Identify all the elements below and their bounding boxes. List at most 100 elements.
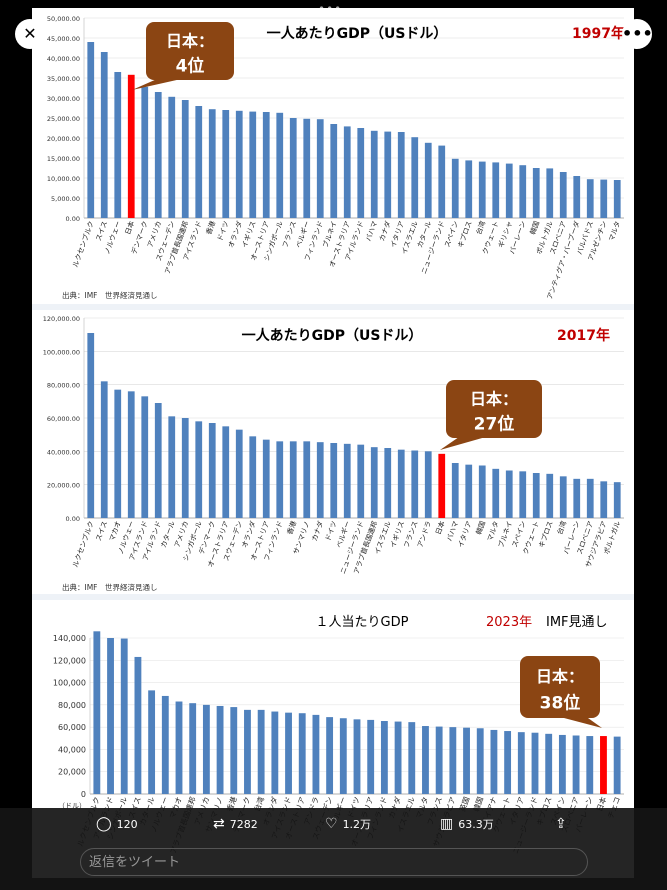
chart-year: 2017年 (557, 327, 610, 344)
bar (181, 100, 189, 218)
bar (463, 727, 470, 794)
bar (438, 145, 446, 218)
callout-line1: 日本： (470, 389, 518, 408)
chart-source: 出典：IMF 世界経済見通し (62, 290, 158, 300)
bar (100, 381, 108, 518)
y-tick-label: 35,000.00 (47, 75, 80, 83)
bar (244, 709, 251, 794)
bar (208, 423, 216, 518)
bar (87, 333, 95, 518)
bar (519, 165, 527, 218)
like-button[interactable]: ♡ 1.2万 (325, 816, 371, 832)
bar (276, 441, 284, 518)
bar (505, 163, 513, 218)
y-tick-label: 100,000 (53, 679, 86, 688)
bar (249, 111, 257, 218)
bar (93, 631, 101, 794)
bar (422, 726, 429, 794)
bar (370, 447, 378, 518)
x-tick-label: ドイツ (324, 520, 339, 542)
bar (546, 168, 554, 218)
y-tick-label: 100,000.00 (43, 348, 80, 356)
bar (613, 736, 621, 794)
x-tick-label: 韓国 (528, 220, 541, 236)
views-button[interactable]: ▥ 63.3万 (440, 816, 494, 832)
bar (586, 736, 594, 794)
y-tick-label: 30,000.00 (47, 95, 80, 103)
bar (330, 124, 338, 218)
x-tick-label: 台湾 (474, 220, 487, 236)
bar (257, 709, 265, 794)
bar (573, 478, 581, 518)
chart-title: 一人あたりGDP（USドル） (242, 327, 423, 344)
bar (532, 168, 540, 218)
retweet-button[interactable]: ⇄ 7282 (213, 816, 258, 832)
bar (408, 722, 416, 794)
bar (276, 112, 284, 218)
bar (559, 476, 567, 518)
bar (195, 106, 203, 218)
bar (559, 172, 567, 218)
bar (148, 690, 156, 794)
share-button[interactable]: ⇪ (555, 816, 567, 832)
bar (154, 403, 162, 518)
bar (573, 176, 581, 218)
y-tick-label: 10,000.00 (47, 175, 80, 183)
y-tick-label: 80,000 (58, 701, 86, 710)
bar (397, 449, 405, 518)
bar (586, 478, 594, 518)
bar (451, 463, 459, 518)
bar (465, 464, 473, 518)
x-tick-label: ルクセンブルク (70, 220, 95, 269)
bar (546, 473, 554, 518)
like-count: 1.2万 (342, 818, 372, 831)
reply-input[interactable]: 返信をツイート (80, 848, 588, 876)
y-tick-label: 60,000 (58, 723, 86, 732)
bar (87, 42, 95, 218)
bar (600, 179, 608, 218)
y-tick-label: 45,000.00 (47, 35, 80, 43)
chart-title: 一人あたりGDP（USドル） (267, 25, 448, 42)
callout-line1: 日本： (166, 31, 214, 50)
more-options-icon[interactable]: ••• (622, 19, 653, 49)
y-tick-label: 25,000.00 (47, 115, 80, 123)
chart-subtitle: IMF見通し (546, 615, 608, 630)
retweet-icon: ⇄ (213, 816, 225, 832)
y-tick-label: 40,000 (58, 745, 86, 754)
chart-source: 出典：IMF 世界経済見通し (62, 582, 158, 592)
bar (168, 96, 176, 218)
bar (175, 701, 183, 794)
bar (384, 448, 392, 518)
y-tick-label: 50,000.00 (47, 15, 80, 23)
y-tick-label: 120,000.00 (43, 315, 80, 323)
bar-japan (600, 736, 607, 794)
x-tick-label: 香港 (285, 520, 298, 536)
bar (586, 179, 594, 218)
bar-japan (127, 74, 135, 218)
bar (411, 137, 419, 218)
bar (235, 110, 243, 218)
bar (114, 389, 122, 518)
bar (249, 436, 257, 518)
bar (141, 396, 149, 518)
bar (532, 473, 540, 518)
x-tick-label: ドイツ (216, 220, 231, 242)
divider (32, 304, 634, 310)
bar (216, 705, 224, 794)
bar (343, 126, 351, 218)
bar (424, 142, 432, 218)
bar (380, 721, 388, 794)
bar (435, 726, 443, 794)
bar (476, 728, 484, 794)
y-tick-label: 0.00 (66, 515, 80, 523)
bar (600, 481, 608, 518)
close-icon[interactable]: ✕ (15, 19, 45, 49)
reply-button[interactable]: ◯ 120 (96, 816, 138, 832)
chart-panel-2017: 0.00 20,000.00 40,000.00 60,000.00 80,000.00… (32, 310, 634, 594)
reply-icon: ◯ (96, 816, 112, 832)
y-axis-label: （ドル） (58, 802, 86, 810)
tweet-action-bar (0, 808, 667, 890)
bar (613, 482, 621, 518)
bar (451, 158, 459, 218)
bar (357, 128, 365, 218)
